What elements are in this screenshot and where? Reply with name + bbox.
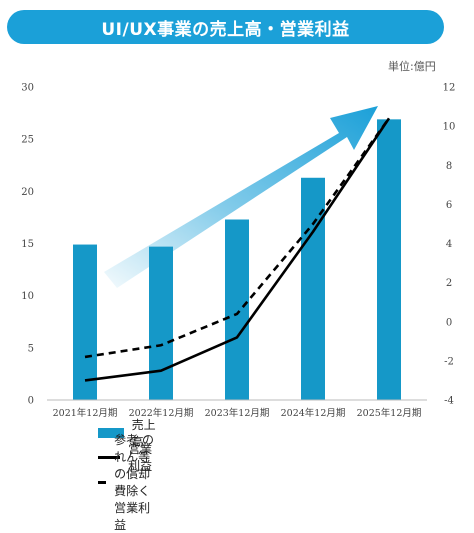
x-tick-label: 2022年12月期: [129, 407, 194, 419]
legend-item-operating-profit: 営業利益: [98, 442, 156, 473]
x-tick-label: 2024年12月期: [281, 407, 346, 419]
y-right-tick-label: 0: [446, 317, 452, 328]
legend-item-adjusted-profit: 参考 のれん等の償却費除く営業利益: [98, 433, 156, 532]
legend-swatch-bar: [98, 428, 124, 438]
x-tick-label: 2021年12月期: [53, 407, 118, 419]
legend-swatch-solid-line: [98, 455, 121, 459]
legend-label-sales: 売上高: [131, 418, 156, 449]
legend-swatch-dashed-line: [98, 480, 107, 484]
y-right-tick-label: 8: [446, 161, 452, 172]
y-left-tick-label: 30: [21, 83, 34, 94]
y-left-tick-label: 15: [21, 239, 34, 250]
bar-sales-1: [73, 244, 97, 400]
legend-item-sales: 売上高: [98, 418, 156, 449]
y-right-tick-label: -2: [444, 356, 454, 367]
legend-label-operating-profit: 営業利益: [128, 442, 153, 473]
legend-label-adjusted-profit: 参考 のれん等の償却費除く営業利益: [114, 433, 154, 532]
y-right-tick-label: 12: [443, 83, 456, 94]
growth-arrow: [104, 106, 378, 288]
chart-title: UI/UX事業の売上高・営業利益: [7, 10, 444, 44]
line-adjusted-operating-profit: [84, 117, 391, 359]
bar-sales-3: [225, 219, 249, 400]
y-right-tick-label: -4: [444, 396, 454, 407]
y-right-tick-label: 6: [446, 200, 452, 211]
y-left-tick-label: 0: [28, 396, 34, 407]
y-left-tick-label: 25: [21, 135, 34, 146]
bar-sales-5: [377, 119, 401, 401]
x-tick-label: 2023年12月期: [205, 407, 270, 419]
x-tick-label: 2025年12月期: [357, 407, 422, 419]
y-right-tick-label: 2: [446, 278, 452, 289]
line-operating-profit: [84, 117, 391, 382]
y-right-tick-label: 10: [443, 122, 456, 133]
bar-sales-2: [149, 246, 173, 400]
unit-label: 単位:億円: [388, 60, 436, 73]
y-left-tick-label: 10: [21, 291, 34, 302]
chart: 0 5 10 15 20 25 30 -4 -2 0 2 4 6 8 10 12 2021年12月期 2022年1…: [21, 83, 456, 420]
y-right-tick-label: 4: [446, 239, 452, 250]
y-left-tick-label: 5: [28, 343, 34, 354]
y-left-tick-label: 20: [21, 187, 34, 198]
